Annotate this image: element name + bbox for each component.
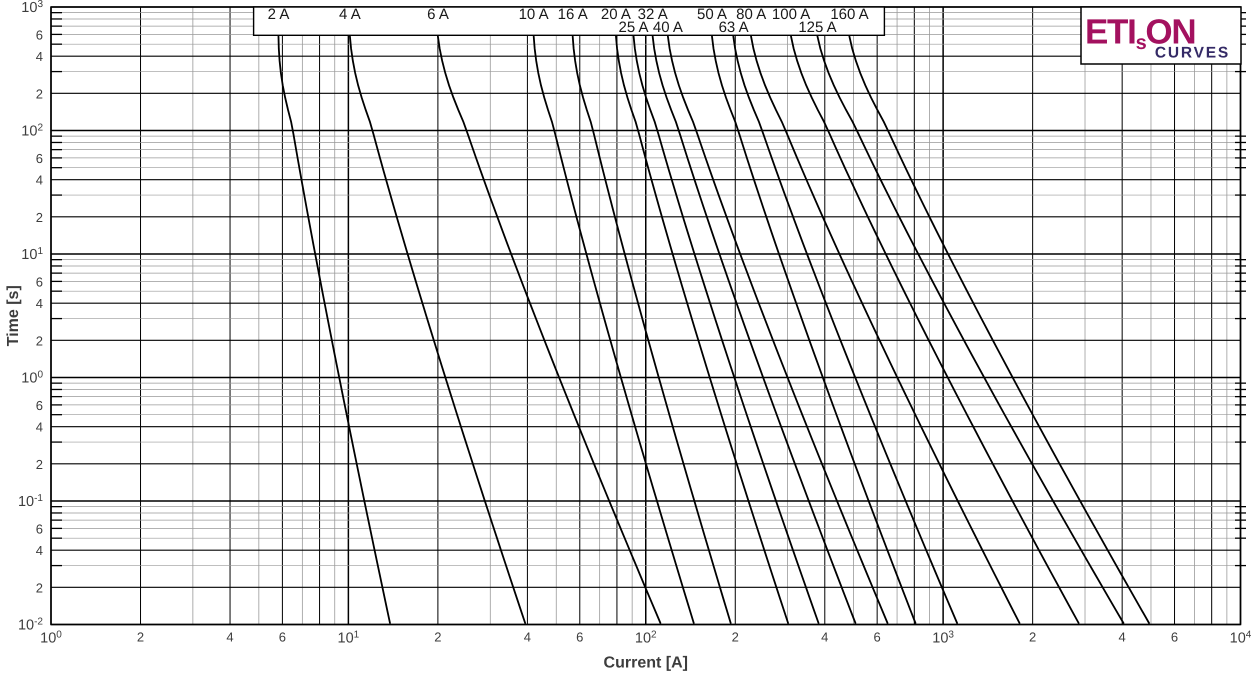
svg-text:4: 4 — [226, 630, 233, 645]
svg-text:25 A: 25 A — [618, 19, 648, 36]
svg-text:Current [A]: Current [A] — [604, 655, 688, 672]
svg-text:2: 2 — [1029, 630, 1036, 645]
svg-text:4: 4 — [1119, 630, 1126, 645]
svg-text:2: 2 — [137, 630, 144, 645]
svg-text:Time [s]: Time [s] — [5, 285, 22, 346]
svg-text:4: 4 — [524, 630, 531, 645]
svg-text:4: 4 — [36, 420, 43, 435]
svg-text:4: 4 — [821, 630, 828, 645]
svg-text:4: 4 — [36, 543, 43, 558]
svg-text:2: 2 — [36, 457, 43, 472]
svg-text:6: 6 — [874, 630, 881, 645]
svg-text:2: 2 — [36, 333, 43, 348]
svg-text:2: 2 — [434, 630, 441, 645]
svg-text:6: 6 — [36, 274, 43, 289]
svg-text:40 A: 40 A — [653, 19, 683, 36]
svg-text:6 A: 6 A — [427, 6, 449, 23]
svg-text:6: 6 — [576, 630, 583, 645]
svg-text:2: 2 — [732, 630, 739, 645]
svg-text:2: 2 — [36, 580, 43, 595]
svg-text:2 A: 2 A — [268, 6, 290, 23]
svg-text:4: 4 — [36, 173, 43, 188]
svg-text:4: 4 — [36, 296, 43, 311]
svg-text:4 A: 4 A — [339, 6, 361, 23]
svg-text:63 A: 63 A — [719, 19, 749, 36]
svg-text:2: 2 — [36, 210, 43, 225]
svg-text:4: 4 — [36, 49, 43, 64]
svg-text:10 A: 10 A — [519, 6, 549, 23]
svg-text:6: 6 — [36, 521, 43, 536]
svg-text:2: 2 — [36, 86, 43, 101]
svg-text:6: 6 — [36, 151, 43, 166]
svg-text:125 A: 125 A — [798, 19, 836, 36]
svg-text:16 A: 16 A — [558, 6, 588, 23]
svg-text:CURVES: CURVES — [1155, 45, 1230, 62]
svg-text:6: 6 — [36, 27, 43, 42]
svg-text:6: 6 — [1171, 630, 1178, 645]
svg-text:6: 6 — [36, 398, 43, 413]
svg-text:6: 6 — [279, 630, 286, 645]
